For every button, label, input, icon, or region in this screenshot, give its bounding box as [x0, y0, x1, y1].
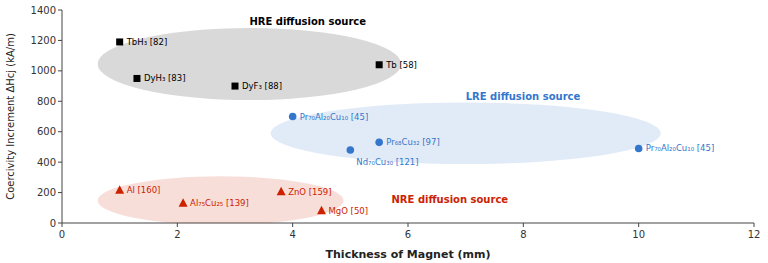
point-label: Pr₇₀Al₂₀Cu₁₀ [45] [300, 112, 369, 122]
x-tick-label: 8 [520, 229, 526, 240]
x-tick [62, 223, 63, 227]
y-tick-label: 1400 [31, 5, 56, 16]
point [317, 206, 326, 215]
chart: 0 2 4 6 8 10 12 0 200 400 600 800 1000 1200 1400 Thickn… [0, 0, 768, 263]
point [277, 187, 286, 196]
y-tick [58, 223, 62, 224]
point-label: Pr₇₀Al₂₀Cu₁₀ [45] [646, 143, 715, 153]
point [375, 139, 383, 147]
point [347, 146, 355, 154]
group-region [271, 103, 661, 164]
x-tick-label: 6 [405, 229, 411, 240]
point [179, 198, 188, 207]
point-label: DyH₃ [83] [144, 73, 186, 83]
regions [98, 28, 661, 223]
x-axis-label: Thickness of Magnet (mm) [326, 248, 491, 261]
point-label: Tb [58] [385, 60, 417, 70]
y-tick-label: 800 [37, 96, 56, 107]
y-tick-label: 1000 [31, 65, 56, 76]
y-tick-label: 400 [37, 157, 56, 168]
x-tick [292, 223, 293, 227]
point [116, 38, 123, 45]
point-label: Nd₇₀Cu₃₀ [121] [356, 157, 418, 167]
point-label: ZnO [159] [288, 187, 331, 197]
y-axis-line [62, 10, 63, 223]
point [376, 61, 383, 68]
point [289, 113, 297, 121]
y-tick [58, 101, 62, 102]
x-tick [638, 223, 639, 227]
point-label: Pr₆₈Cu₃₂ [97] [386, 137, 440, 147]
labels: TbH₃ [82] DyH₃ [83] DyF₃ [88] Tb [58] HRE di… [126, 16, 715, 216]
y-tick [58, 131, 62, 132]
group-label: NRE diffusion source [392, 194, 509, 205]
marks [115, 38, 642, 214]
point-label: DyF₃ [88] [242, 81, 282, 91]
y-tick [58, 192, 62, 193]
group-label: HRE diffusion source [249, 16, 366, 27]
x-tick-label: 2 [174, 229, 180, 240]
x-tick [754, 223, 755, 227]
y-tick [58, 40, 62, 41]
x-tick [408, 223, 409, 227]
y-tick-label: 600 [37, 126, 56, 137]
y-tick [58, 162, 62, 163]
x-tick-label: 10 [632, 229, 645, 240]
x-tick-label: 0 [59, 229, 65, 240]
y-tick-label: 200 [37, 187, 56, 198]
point-label: TbH₃ [82] [126, 37, 168, 47]
group-label: LRE diffusion source [466, 91, 581, 102]
point-label: Al [160] [127, 185, 161, 195]
y-tick-label: 1200 [31, 35, 56, 46]
x-tick-label: 4 [289, 229, 295, 240]
x-tick-label: 12 [748, 229, 761, 240]
group-region [98, 28, 402, 100]
point-label: MgO [50] [329, 206, 369, 216]
point [115, 185, 124, 194]
y-axis-label: Coercivity Increment ΔHcj (kA/m) [5, 33, 16, 200]
group-region [98, 176, 344, 223]
x-tick [177, 223, 178, 227]
y-tick [58, 10, 62, 11]
point [133, 75, 140, 82]
y-tick-label: 0 [50, 218, 56, 229]
x-tick [523, 223, 524, 227]
point [635, 145, 643, 153]
point [232, 83, 239, 90]
point-label: Al₇₅Cu₂₅ [139] [190, 198, 249, 208]
y-tick [58, 70, 62, 71]
